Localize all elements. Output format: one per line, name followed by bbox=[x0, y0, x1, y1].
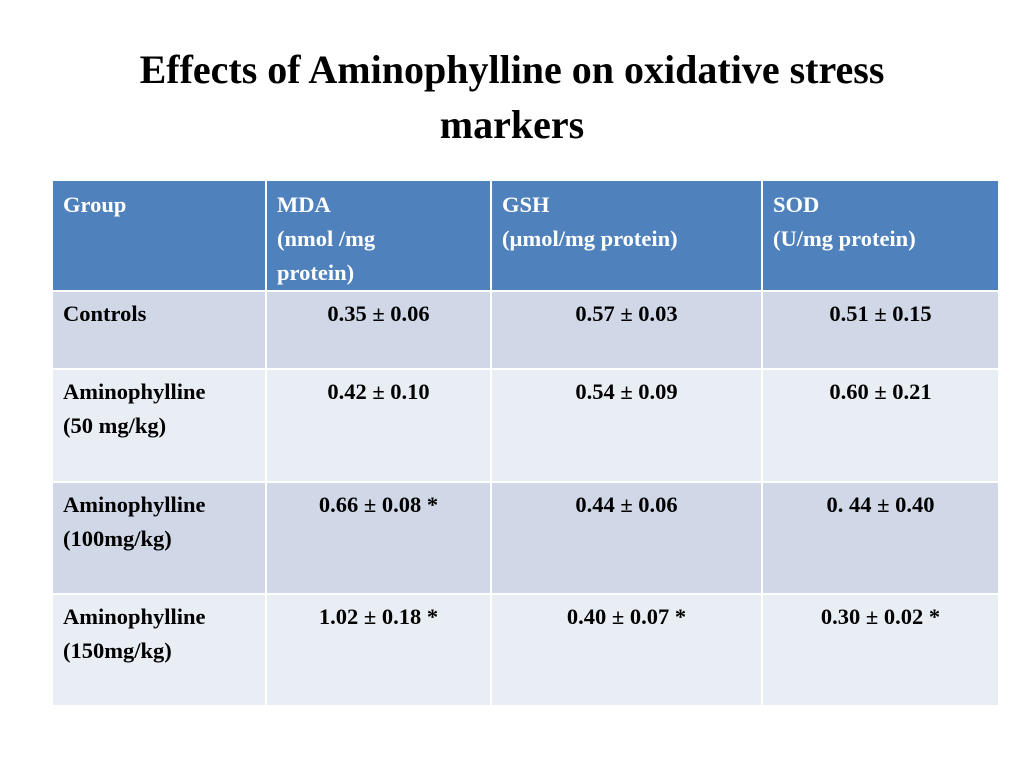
group-label: Aminophylline bbox=[63, 604, 206, 629]
header-gsh-unit: (µmol/mg protein) bbox=[502, 226, 678, 251]
mda-value: 0.42 ± 0.10 bbox=[265, 368, 492, 483]
mda-value: 0.35 ± 0.06 bbox=[265, 290, 492, 370]
gsh-value: 0.40 ± 0.07 * bbox=[490, 593, 763, 707]
sod-value: 0.60 ± 0.21 bbox=[761, 368, 1000, 483]
header-group-label: Group bbox=[63, 192, 127, 217]
table-row: Aminophylline (100mg/kg) 0.66 ± 0.08 * 0… bbox=[51, 481, 1000, 595]
slide-title-line-2: markers bbox=[439, 102, 585, 147]
header-mda: MDA (nmol /mg protein) bbox=[265, 179, 492, 292]
group-cell: Aminophylline (100mg/kg) bbox=[51, 481, 267, 595]
header-group: Group bbox=[51, 179, 267, 292]
group-dose: (50 mg/kg) bbox=[63, 413, 167, 438]
group-label: Controls bbox=[63, 301, 147, 326]
group-cell: Controls bbox=[51, 290, 267, 370]
header-mda-label: MDA bbox=[277, 192, 331, 217]
mda-value: 1.02 ± 0.18 * bbox=[265, 593, 492, 707]
gsh-value: 0.54 ± 0.09 bbox=[490, 368, 763, 483]
mda-value: 0.66 ± 0.08 * bbox=[265, 481, 492, 595]
gsh-value: 0.44 ± 0.06 bbox=[490, 481, 763, 595]
header-sod: SOD (U/mg protein) bbox=[761, 179, 1000, 292]
table-row: Controls 0.35 ± 0.06 0.57 ± 0.03 0.51 ± … bbox=[51, 290, 1000, 370]
group-dose: (100mg/kg) bbox=[63, 526, 172, 551]
sod-value: 0.51 ± 0.15 bbox=[761, 290, 1000, 370]
table-header-row: Group MDA (nmol /mg protein) GSH (µmol/m… bbox=[51, 179, 1000, 292]
header-gsh-label: GSH bbox=[502, 192, 550, 217]
oxidative-stress-table: Group MDA (nmol /mg protein) GSH (µmol/m… bbox=[51, 179, 1000, 707]
sod-value: 0.30 ± 0.02 * bbox=[761, 593, 1000, 707]
group-label: Aminophylline bbox=[63, 379, 206, 404]
header-mda-unit-line-1: (nmol /mg bbox=[277, 226, 376, 251]
group-cell: Aminophylline (150mg/kg) bbox=[51, 593, 267, 707]
slide-title-line-1: Effects of Aminophylline on oxidative st… bbox=[139, 47, 885, 92]
gsh-value: 0.57 ± 0.03 bbox=[490, 290, 763, 370]
header-mda-unit-line-2: protein) bbox=[277, 260, 355, 285]
group-cell: Aminophylline (50 mg/kg) bbox=[51, 368, 267, 483]
sod-value: 0. 44 ± 0.40 bbox=[761, 481, 1000, 595]
header-sod-label: SOD bbox=[773, 192, 820, 217]
slide-title: Effects of Aminophylline on oxidative st… bbox=[40, 42, 984, 152]
header-gsh: GSH (µmol/mg protein) bbox=[490, 179, 763, 292]
group-label: Aminophylline bbox=[63, 492, 206, 517]
group-dose: (150mg/kg) bbox=[63, 638, 172, 663]
table-row: Aminophylline (50 mg/kg) 0.42 ± 0.10 0.5… bbox=[51, 368, 1000, 483]
table-row: Aminophylline (150mg/kg) 1.02 ± 0.18 * 0… bbox=[51, 593, 1000, 707]
header-sod-unit: (U/mg protein) bbox=[773, 226, 916, 251]
